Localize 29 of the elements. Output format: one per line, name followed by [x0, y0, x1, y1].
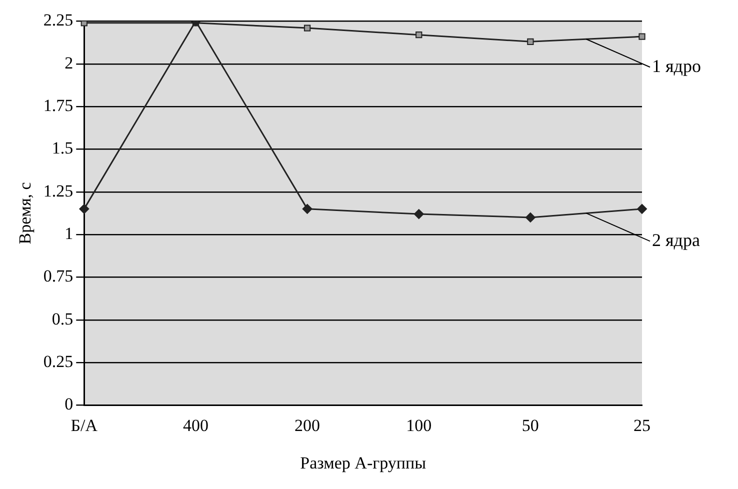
x-tick-label: 100 — [406, 416, 432, 435]
y-tick-label: 0.25 — [43, 352, 74, 371]
series-label: 2 ядра — [652, 230, 700, 250]
point — [416, 32, 422, 38]
y-tick-label: 2 — [64, 53, 74, 72]
y-tick-label: 1 — [64, 224, 74, 243]
y-axis-title: Время, с — [16, 182, 35, 244]
point — [79, 204, 90, 214]
point — [414, 209, 424, 220]
point — [302, 204, 312, 214]
x-tick-label: 50 — [522, 416, 539, 435]
x-tick-label: 25 — [634, 416, 650, 435]
point — [525, 212, 536, 222]
point — [304, 24, 311, 32]
y-tick-label: 1.25 — [43, 181, 74, 200]
y-tick-label: 0.75 — [43, 266, 74, 286]
point — [638, 33, 646, 40]
point — [637, 204, 647, 214]
series-label: 1 ядро — [652, 56, 701, 76]
x-axis-title: Размер А-группы — [300, 453, 427, 472]
y-tick-label: 0 — [64, 394, 74, 414]
x-tick-label: 200 — [294, 416, 320, 435]
x-tick-label: Б/А — [70, 416, 98, 435]
x-tick-label: 400 — [182, 416, 208, 435]
y-tick-label: 2.25 — [43, 10, 74, 30]
y-tick-label: 1.5 — [52, 138, 74, 158]
y-tick-label: 0.5 — [52, 309, 74, 328]
y-tick-label: 1.75 — [43, 96, 74, 115]
point — [527, 38, 534, 46]
